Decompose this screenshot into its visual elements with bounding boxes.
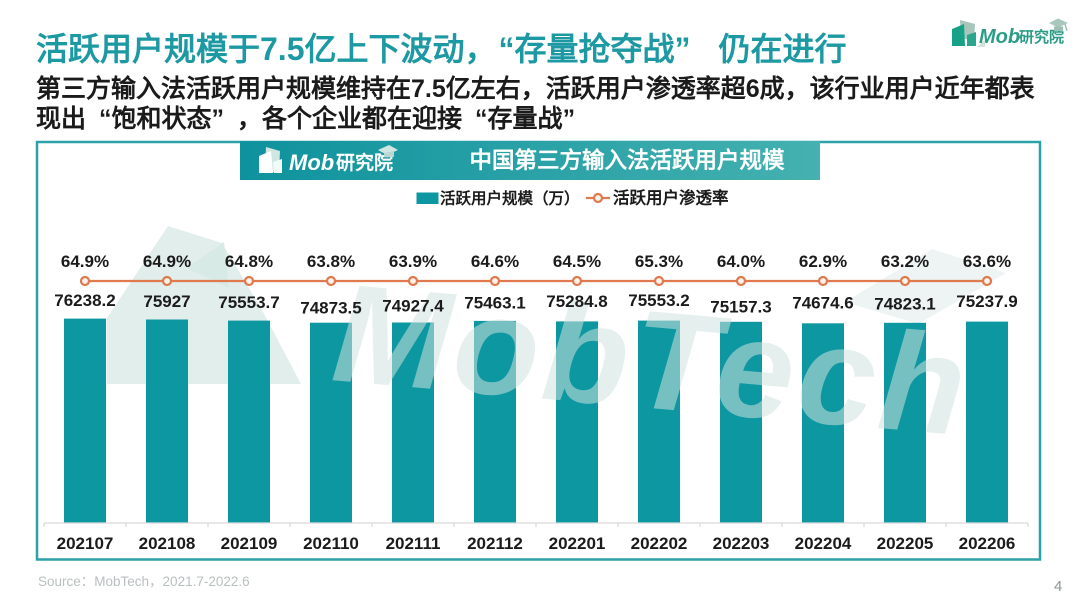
svg-text:202112: 202112 bbox=[467, 534, 523, 553]
svg-text:63.2%: 63.2% bbox=[881, 252, 929, 271]
svg-text:63.8%: 63.8% bbox=[307, 252, 355, 271]
svg-text:202205: 202205 bbox=[877, 534, 934, 553]
svg-text:64.0%: 64.0% bbox=[717, 252, 765, 271]
svg-text:64.8%: 64.8% bbox=[225, 252, 273, 271]
svg-text:202111: 202111 bbox=[386, 534, 441, 553]
svg-text:64.6%: 64.6% bbox=[471, 252, 519, 271]
svg-text:202206: 202206 bbox=[959, 534, 1016, 553]
svg-text:75553.7: 75553.7 bbox=[218, 293, 279, 312]
svg-text:202110: 202110 bbox=[303, 534, 359, 553]
svg-text:65.3%: 65.3% bbox=[635, 252, 683, 271]
svg-text:研究院: 研究院 bbox=[1019, 28, 1064, 46]
svg-text:202109: 202109 bbox=[221, 534, 278, 553]
svg-text:75927: 75927 bbox=[143, 292, 190, 311]
svg-text:202204: 202204 bbox=[795, 534, 852, 553]
svg-text:74674.6: 74674.6 bbox=[792, 294, 853, 313]
svg-text:63.6%: 63.6% bbox=[963, 252, 1011, 271]
svg-text:75463.1: 75463.1 bbox=[464, 294, 525, 313]
svg-text:活跃用户渗透率: 活跃用户渗透率 bbox=[613, 188, 729, 208]
svg-text:74823.1: 74823.1 bbox=[874, 295, 935, 314]
svg-text:202108: 202108 bbox=[139, 534, 196, 553]
svg-text:64.9%: 64.9% bbox=[61, 252, 109, 271]
svg-text:中国第三方输入法活跃用户规模: 中国第三方输入法活跃用户规模 bbox=[469, 147, 785, 173]
svg-text:75284.8: 75284.8 bbox=[546, 292, 607, 311]
svg-text:75157.3: 75157.3 bbox=[710, 298, 771, 317]
svg-text:74927.4: 74927.4 bbox=[382, 296, 444, 315]
svg-text:62.9%: 62.9% bbox=[799, 252, 847, 271]
svg-text:202202: 202202 bbox=[631, 534, 688, 553]
svg-text:74873.5: 74873.5 bbox=[300, 299, 361, 318]
svg-text:Mob: Mob bbox=[979, 26, 1020, 48]
svg-text:202201: 202201 bbox=[549, 534, 606, 553]
svg-text:63.9%: 63.9% bbox=[389, 252, 437, 271]
svg-text:75553.2: 75553.2 bbox=[628, 291, 689, 310]
svg-text:64.5%: 64.5% bbox=[553, 252, 601, 271]
svg-text:202107: 202107 bbox=[57, 534, 114, 553]
svg-text:202203: 202203 bbox=[713, 534, 770, 553]
svg-text:活跃用户规模（万）: 活跃用户规模（万） bbox=[440, 189, 580, 208]
svg-text:Mob: Mob bbox=[289, 150, 334, 175]
svg-text:64.9%: 64.9% bbox=[143, 252, 191, 271]
svg-text:76238.2: 76238.2 bbox=[54, 291, 115, 310]
svg-text:75237.9: 75237.9 bbox=[956, 292, 1017, 311]
svg-text:研究院: 研究院 bbox=[336, 151, 393, 174]
